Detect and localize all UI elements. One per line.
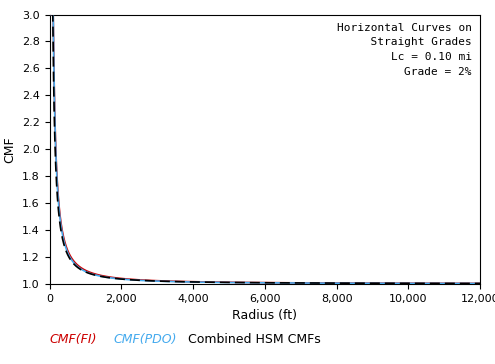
- Text: Horizontal Curves on
  Straight Grades
Lc = 0.10 mi
Grade = 2%: Horizontal Curves on Straight Grades Lc …: [337, 23, 472, 77]
- X-axis label: Radius (ft): Radius (ft): [232, 309, 297, 322]
- Text: CMF(FI): CMF(FI): [50, 333, 97, 346]
- Text: Combined HSM CMFs: Combined HSM CMFs: [188, 333, 321, 346]
- Text: CMF(PDO): CMF(PDO): [114, 333, 177, 346]
- Y-axis label: CMF: CMF: [3, 136, 16, 163]
